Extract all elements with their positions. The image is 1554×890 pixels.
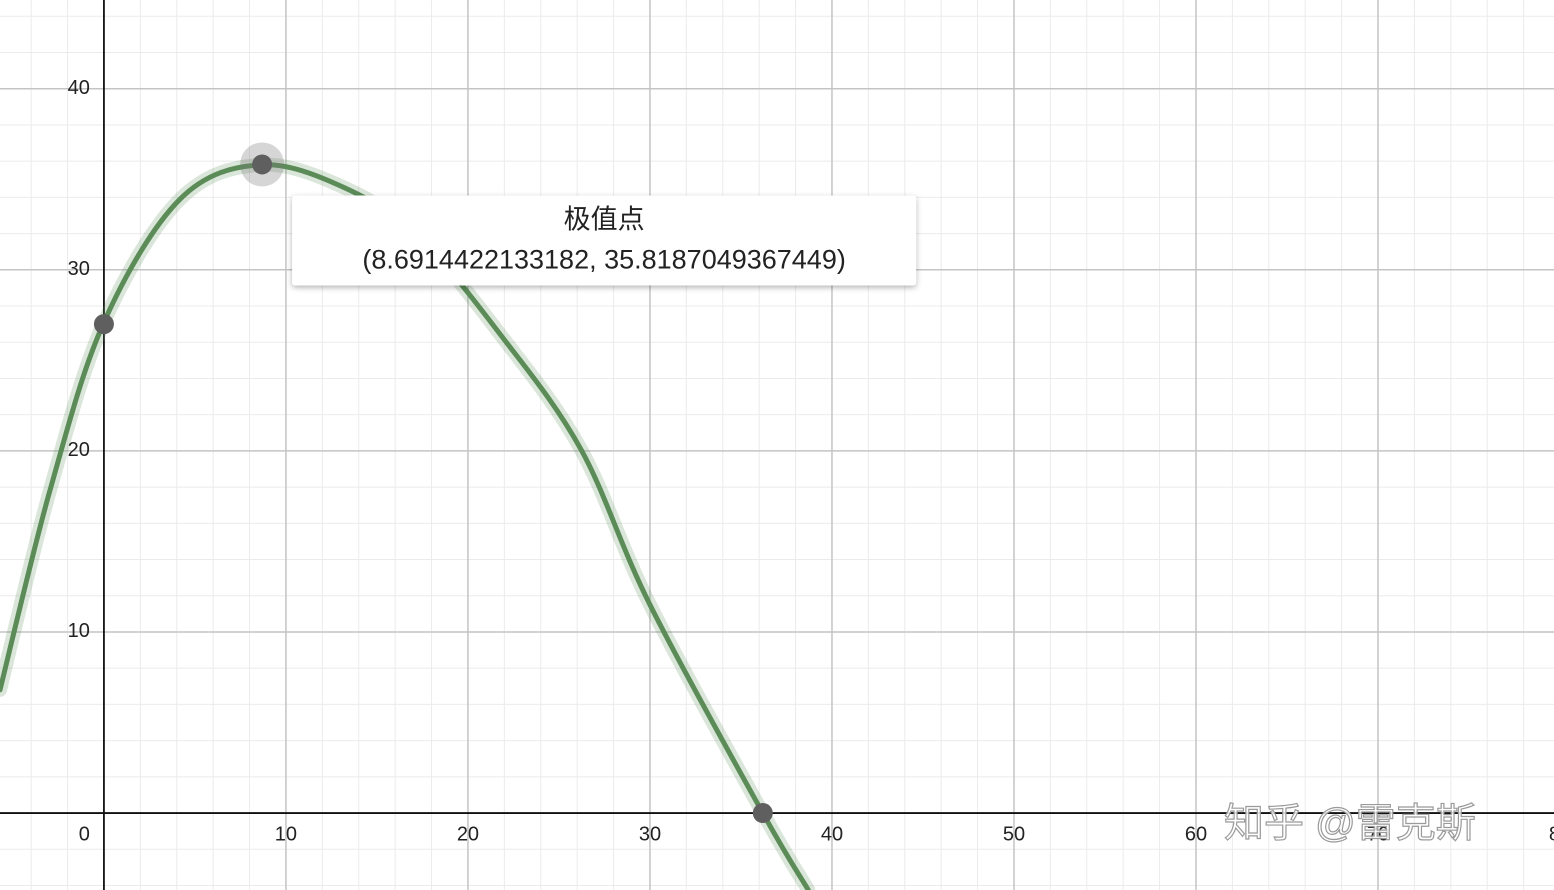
x-tick-label: 0 [79, 823, 90, 845]
point [752, 803, 773, 824]
x-tick-label: 80 [1549, 823, 1554, 845]
y-tick-label: 10 [68, 620, 90, 642]
overlay: 0 10 20 30 40 50 60 70 80 10 20 30 40 极值点 (8.691442213… [68, 77, 1554, 846]
x-tick-label: 50 [1003, 823, 1025, 845]
y-tick-label: 40 [68, 77, 90, 99]
watermark: 知乎 @雷克斯 [1224, 802, 1476, 846]
point [252, 154, 273, 175]
x-tick-label: 70 [1367, 823, 1389, 845]
x-tick-label: 30 [639, 823, 661, 845]
x-tick-label: 20 [457, 823, 479, 845]
x-tick-label: 40 [821, 823, 843, 845]
y-tick-label: 20 [68, 439, 90, 461]
tooltip-coordinates: (8.6914422133182, 35.8187049367449) [362, 245, 845, 275]
tooltip-title: 极值点 [564, 205, 645, 235]
y-tick-label: 30 [68, 258, 90, 280]
point [93, 314, 114, 335]
tooltip [292, 195, 917, 286]
x-tick-label: 60 [1185, 823, 1207, 845]
x-tick-label: 10 [275, 823, 297, 845]
